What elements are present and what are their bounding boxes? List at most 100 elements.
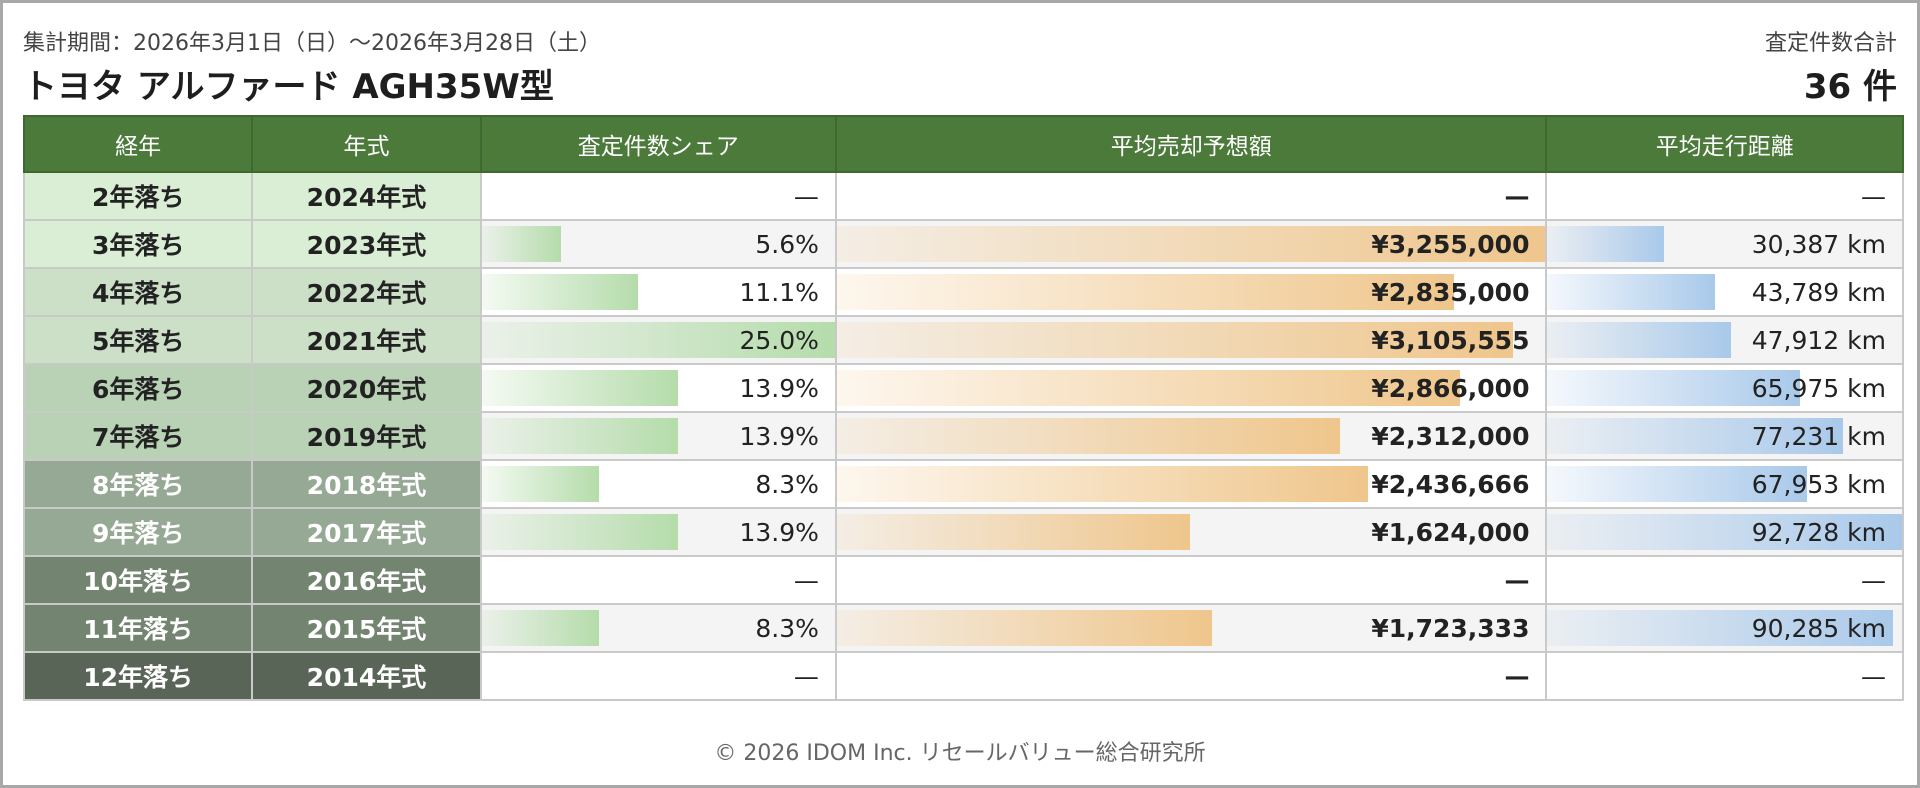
distance-value: 43,789 km xyxy=(1751,277,1886,307)
distance-value: — xyxy=(1861,565,1886,595)
price-cell: ¥3,255,000 xyxy=(834,219,1548,269)
age-cell: 5年落ち xyxy=(22,315,254,365)
distance-value: 77,231 km xyxy=(1751,421,1886,451)
distance-cell: 92,728 km xyxy=(1545,507,1904,557)
price-cell: — xyxy=(834,171,1548,221)
age-cell: 11年落ち xyxy=(22,603,254,653)
distance-value: 90,285 km xyxy=(1751,613,1886,643)
total-count-label: 査定件数合計 xyxy=(1764,31,1897,56)
distance-cell: 43,789 km xyxy=(1545,267,1904,317)
share-value: 13.9% xyxy=(739,517,819,547)
price-value: ¥3,255,000 xyxy=(1371,229,1530,259)
age-cell: 8年落ち xyxy=(22,459,254,509)
share-cell: 11.1% xyxy=(479,267,837,317)
distance-cell: 90,285 km xyxy=(1545,603,1904,653)
table-row: 6年落ち 2020年式 13.9% ¥2,866,000 65,975 km xyxy=(22,363,1904,413)
table-row: 12年落ち 2014年式 — — — xyxy=(22,651,1904,701)
model-year-cell: 2022年式 xyxy=(251,267,482,317)
share-cell: 13.9% xyxy=(479,363,837,413)
price-value: — xyxy=(1504,565,1530,595)
table-row: 10年落ち 2016年式 — — — xyxy=(22,555,1904,605)
price-cell: ¥2,312,000 xyxy=(834,411,1548,461)
price-value: ¥1,624,000 xyxy=(1371,517,1530,547)
price-cell: ¥2,436,666 xyxy=(834,459,1548,509)
share-cell: 13.9% xyxy=(479,411,837,461)
price-value: ¥2,436,666 xyxy=(1371,469,1530,499)
distance-value: — xyxy=(1861,181,1886,211)
price-cell: ¥2,835,000 xyxy=(834,267,1548,317)
distance-cell: — xyxy=(1545,555,1904,605)
share-value: — xyxy=(793,661,819,691)
table-row: 5年落ち 2021年式 25.0% ¥3,105,555 47,912 km xyxy=(22,315,1904,365)
age-cell: 4年落ち xyxy=(22,267,254,317)
distance-cell: 67,953 km xyxy=(1545,459,1904,509)
share-value: — xyxy=(793,181,819,211)
share-cell: 13.9% xyxy=(479,507,837,557)
price-cell: — xyxy=(834,651,1548,701)
distance-value: 30,387 km xyxy=(1751,229,1886,259)
table-row: 8年落ち 2018年式 8.3% ¥2,436,666 67,953 km xyxy=(22,459,1904,509)
share-bar xyxy=(481,466,600,502)
total-count-value: 36 件 xyxy=(1803,67,1897,107)
distance-bar xyxy=(1547,610,1893,646)
table-row: 9年落ち 2017年式 13.9% ¥1,624,000 92,728 km xyxy=(22,507,1904,557)
share-value: 13.9% xyxy=(739,373,819,403)
share-cell: — xyxy=(479,555,837,605)
table-row: 2年落ち 2024年式 — — — xyxy=(22,171,1904,221)
table-row: 3年落ち 2023年式 5.6% ¥3,255,000 30,387 km xyxy=(22,219,1904,269)
page-title: トヨタ アルファード AGH35W型 xyxy=(23,67,554,107)
column-header-distance: 平均走行距離 xyxy=(1545,115,1904,173)
price-value: ¥3,105,555 xyxy=(1371,325,1530,355)
model-year-cell: 2014年式 xyxy=(251,651,482,701)
table-header-row: 経年 年式 査定件数シェア 平均売却予想額 平均走行距離 xyxy=(22,115,1904,173)
share-bar xyxy=(481,610,600,646)
price-cell: ¥3,105,555 xyxy=(834,315,1548,365)
period-text: 集計期間：2026年3月1日（日）〜2026年3月28日（土） xyxy=(23,31,601,56)
price-value: — xyxy=(1504,181,1530,211)
distance-bar xyxy=(1547,514,1902,550)
price-bar xyxy=(836,274,1455,310)
table-row: 4年落ち 2022年式 11.1% ¥2,835,000 43,789 km xyxy=(22,267,1904,317)
age-cell: 3年落ち xyxy=(22,219,254,269)
distance-bar xyxy=(1547,418,1843,454)
price-bar xyxy=(836,610,1212,646)
share-value: 25.0% xyxy=(739,325,819,355)
age-cell: 9年落ち xyxy=(22,507,254,557)
share-bar xyxy=(481,226,561,262)
distance-cell: 77,231 km xyxy=(1545,411,1904,461)
price-cell: ¥1,624,000 xyxy=(834,507,1548,557)
share-value: 8.3% xyxy=(755,469,819,499)
model-year-cell: 2016年式 xyxy=(251,555,482,605)
share-value: 8.3% xyxy=(755,613,819,643)
price-bar xyxy=(836,370,1461,406)
distance-cell: 47,912 km xyxy=(1545,315,1904,365)
share-cell: 5.6% xyxy=(479,219,837,269)
copyright-footer: © 2026 IDOM Inc. リセールバリュー総合研究所 xyxy=(714,741,1206,766)
distance-value: 92,728 km xyxy=(1751,517,1886,547)
model-year-cell: 2019年式 xyxy=(251,411,482,461)
table-row: 7年落ち 2019年式 13.9% ¥2,312,000 77,231 km xyxy=(22,411,1904,461)
share-value: 11.1% xyxy=(739,277,819,307)
price-bar xyxy=(836,466,1368,502)
distance-cell: — xyxy=(1545,651,1904,701)
distance-value: — xyxy=(1861,661,1886,691)
price-value: ¥2,835,000 xyxy=(1371,277,1530,307)
model-year-cell: 2023年式 xyxy=(251,219,482,269)
price-value: ¥2,866,000 xyxy=(1371,373,1530,403)
model-year-cell: 2021年式 xyxy=(251,315,482,365)
price-bar xyxy=(836,514,1191,550)
model-year-cell: 2024年式 xyxy=(251,171,482,221)
distance-bar xyxy=(1547,226,1664,262)
distance-cell: — xyxy=(1545,171,1904,221)
table-body: 2年落ち 2024年式 — — — 3年落ち 2023年式 5.6% ¥3,255,000 30,… xyxy=(22,171,1904,701)
table-row: 11年落ち 2015年式 8.3% ¥1,723,333 90,285 km xyxy=(22,603,1904,653)
share-value: — xyxy=(793,565,819,595)
distance-value: 65,975 km xyxy=(1751,373,1886,403)
age-cell: 12年落ち xyxy=(22,651,254,701)
share-bar xyxy=(481,322,835,358)
column-header-share: 査定件数シェア xyxy=(479,115,837,173)
distance-bar xyxy=(1547,274,1715,310)
share-bar xyxy=(481,514,679,550)
age-cell: 10年落ち xyxy=(22,555,254,605)
